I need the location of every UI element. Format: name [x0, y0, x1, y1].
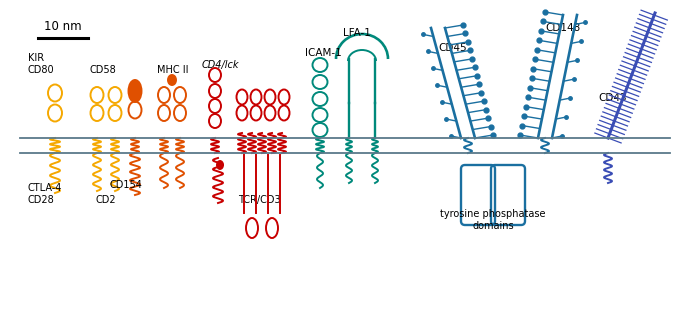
- Text: KIR
CD80: KIR CD80: [28, 53, 55, 75]
- Text: CD2: CD2: [96, 195, 117, 205]
- Text: tyrosine phosphatase
domains: tyrosine phosphatase domains: [440, 209, 546, 231]
- Text: MHC II: MHC II: [157, 65, 189, 75]
- Text: CD58: CD58: [90, 65, 117, 75]
- Text: CD4/lck: CD4/lck: [202, 60, 239, 70]
- Text: CD45: CD45: [438, 43, 466, 53]
- Text: CD43: CD43: [598, 93, 627, 103]
- Text: ICAM-1: ICAM-1: [305, 48, 342, 58]
- Text: CD154: CD154: [110, 180, 143, 190]
- Ellipse shape: [217, 161, 223, 169]
- Text: LFA-1: LFA-1: [343, 28, 371, 38]
- Ellipse shape: [168, 75, 176, 85]
- Ellipse shape: [129, 80, 142, 102]
- Text: TCR/CD3: TCR/CD3: [238, 195, 280, 205]
- Text: 10 nm: 10 nm: [44, 20, 82, 33]
- Text: CTLA-4
CD28: CTLA-4 CD28: [28, 183, 63, 205]
- Text: CD148: CD148: [545, 23, 580, 33]
